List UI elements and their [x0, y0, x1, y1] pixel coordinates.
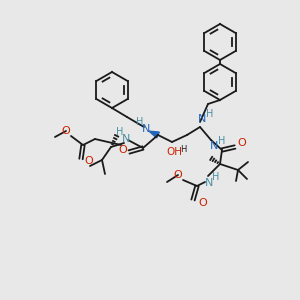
Text: OH: OH: [166, 147, 182, 157]
Text: N: N: [205, 178, 213, 188]
Text: O: O: [85, 156, 93, 166]
Text: H: H: [206, 109, 214, 119]
Text: H: H: [218, 136, 226, 146]
Text: H: H: [212, 172, 220, 182]
Text: N: N: [142, 124, 150, 134]
Text: N: N: [198, 114, 206, 124]
Polygon shape: [149, 131, 159, 138]
Text: O: O: [61, 126, 70, 136]
Text: H: H: [180, 145, 186, 154]
Text: O: O: [238, 138, 246, 148]
Text: H: H: [136, 117, 144, 127]
Text: O: O: [174, 170, 182, 180]
Text: H: H: [116, 127, 124, 137]
Text: O: O: [199, 198, 207, 208]
Text: N: N: [210, 141, 218, 151]
Text: O: O: [118, 145, 127, 155]
Text: N: N: [122, 134, 130, 144]
